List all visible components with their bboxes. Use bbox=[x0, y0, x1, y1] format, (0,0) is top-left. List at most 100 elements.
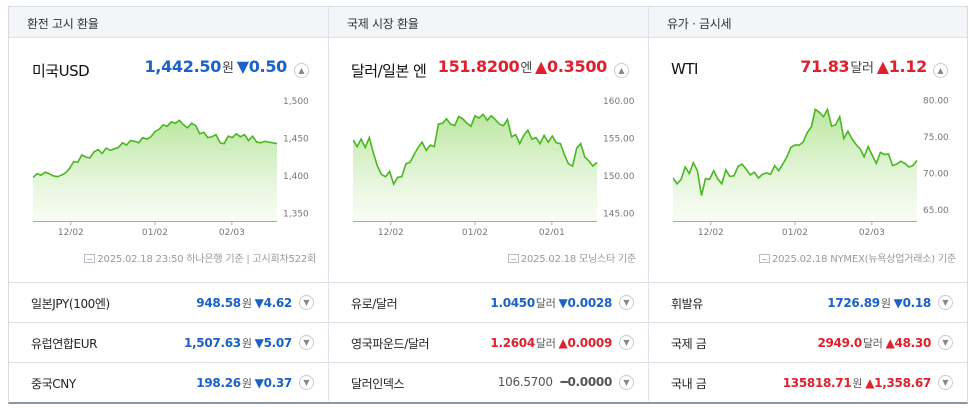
y-tick-label: 1,400 bbox=[283, 172, 309, 182]
area-fill bbox=[353, 114, 597, 221]
change-arrow: ▲ bbox=[535, 57, 548, 76]
row-value: 1,507.63원 ▼5.07 bbox=[183, 336, 292, 350]
x-tick-label: 01/02 bbox=[782, 228, 808, 235]
chevron-down-icon[interactable]: ▼ bbox=[299, 295, 314, 310]
y-tick-label: 65.00 bbox=[923, 206, 949, 216]
row-name: 영국파운드/달러 bbox=[351, 337, 430, 351]
chevron-up-icon[interactable]: ▲ bbox=[294, 63, 309, 78]
y-tick-label: 145.00 bbox=[603, 209, 635, 219]
section-title-oil-gold: 유가 · 금시세 bbox=[667, 17, 732, 31]
list-item-gbp-usd[interactable]: 영국파운드/달러 1.2604달러 ▲0.0009 ▼ bbox=[329, 322, 648, 362]
main-change: 0.3500 bbox=[547, 57, 607, 76]
row-value: 2949.0달러 ▲48.30 bbox=[817, 336, 931, 350]
chart-usd-jpy: 160.00 155.00 150.00 145.00 12/02 01/02 02/01 bbox=[353, 97, 635, 235]
chart-wti: 80.00 75.00 70.00 65.00 12/02 01/02 02/03 bbox=[673, 97, 949, 235]
row-name: 유로/달러 bbox=[351, 297, 398, 311]
main-name-usd[interactable]: 미국USD bbox=[32, 62, 90, 80]
row-name: 달러인덱스 bbox=[351, 377, 405, 391]
row-value: 1.0450달러 ▼0.0028 bbox=[490, 296, 612, 310]
list-item-intl-gold[interactable]: 국제 금 2949.0달러 ▲48.30 ▼ bbox=[649, 322, 967, 362]
row-value: 948.58원 ▼4.62 bbox=[196, 296, 292, 310]
area-fill bbox=[33, 120, 277, 221]
document-icon bbox=[84, 254, 96, 263]
y-tick-label: 150.00 bbox=[603, 172, 635, 182]
y-tick-label: 70.00 bbox=[923, 170, 949, 180]
section-title-international-market: 국제 시장 환율 bbox=[347, 17, 419, 31]
series-line bbox=[353, 113, 598, 187]
list-item-eur[interactable]: 유럽연합EUR 1,507.63원 ▼5.07 ▼ bbox=[9, 322, 328, 362]
source-text: 2025.02.18 23:50 하나은행 기준 | 고시회차522회 bbox=[97, 254, 316, 265]
y-tick-label: 160.00 bbox=[603, 97, 635, 107]
list-item-eur-usd[interactable]: 유로/달러 1.0450달러 ▼0.0028 ▼ bbox=[329, 282, 648, 322]
row-name: 국제 금 bbox=[671, 337, 707, 351]
row-value: 198.26원 ▼0.37 bbox=[196, 376, 292, 390]
change-arrow: ▲ bbox=[876, 57, 889, 76]
list-item-domestic-gold[interactable]: 국내 금 135818.71원 ▲1,358.67 ▼ bbox=[649, 362, 967, 402]
x-tick-label: 02/03 bbox=[219, 228, 245, 235]
main-change: 0.50 bbox=[248, 57, 288, 76]
row-name: 국내 금 bbox=[671, 377, 707, 391]
main-value-wti: 71.83달러 ▲1.12 bbox=[800, 57, 927, 76]
y-tick-label: 80.00 bbox=[923, 97, 949, 107]
chevron-down-icon[interactable]: ▼ bbox=[299, 335, 314, 350]
list-item-dollar-index[interactable]: 달러인덱스 106.5700 ━0.0000 ▼ bbox=[329, 362, 648, 402]
x-tick-label: 12/02 bbox=[58, 228, 84, 235]
y-tick-label: 155.00 bbox=[603, 134, 635, 144]
chevron-down-icon[interactable]: ▼ bbox=[299, 375, 314, 390]
chevron-up-icon[interactable]: ▲ bbox=[614, 63, 629, 78]
series-line bbox=[33, 119, 278, 178]
section-header-bar: 환전 고시 환율 국제 시장 환율 유가 · 금시세 bbox=[9, 7, 967, 38]
main-unit: 엔 bbox=[520, 61, 533, 76]
list-item-cny[interactable]: 중국CNY 198.26원 ▼0.37 ▼ bbox=[9, 362, 328, 402]
main-price: 1,442.50 bbox=[144, 57, 222, 76]
y-tick-label: 1,450 bbox=[283, 134, 309, 144]
row-value: 1.2604달러 ▲0.0009 bbox=[490, 336, 612, 350]
main-price: 71.83 bbox=[800, 57, 850, 76]
column-divider bbox=[328, 7, 329, 401]
main-unit: 원 bbox=[222, 61, 234, 76]
document-icon bbox=[507, 254, 519, 263]
source-text: 2025.02.18 모닝스타 기준 bbox=[520, 254, 636, 265]
main-name-usd-jpy[interactable]: 달러/일본 엔 bbox=[351, 62, 427, 80]
x-tick-label: 12/02 bbox=[698, 228, 724, 235]
source-info: 2025.02.18 NYMEX(뉴욕상업거래소) 기준 bbox=[758, 250, 956, 265]
row-name: 중국CNY bbox=[31, 377, 76, 391]
row-name: 휘발유 bbox=[671, 297, 703, 311]
panel-usd-jpy: 달러/일본 엔 151.8200엔 ▲0.3500 ▲ 160.00 155.00 1… bbox=[329, 39, 648, 282]
source-info: 2025.02.18 모닝스타 기준 bbox=[507, 250, 636, 265]
exchange-rate-widget: 환전 고시 환율 국제 시장 환율 유가 · 금시세 미국USD 1,442.5… bbox=[8, 6, 968, 404]
row-value: 106.5700 ━0.0000 bbox=[497, 375, 612, 389]
main-value-usd-jpy: 151.8200엔 ▲0.3500 bbox=[437, 57, 608, 76]
document-icon bbox=[758, 254, 770, 263]
chevron-down-icon[interactable]: ▼ bbox=[619, 375, 634, 390]
main-name-wti[interactable]: WTI bbox=[671, 60, 698, 78]
chevron-down-icon[interactable]: ▼ bbox=[619, 295, 634, 310]
list-item-gasoline[interactable]: 휘발유 1726.89원 ▼0.18 ▼ bbox=[649, 282, 967, 322]
source-info: 2025.02.18 23:50 하나은행 기준 | 고시회차522회 bbox=[84, 250, 316, 265]
main-change: 1.12 bbox=[888, 57, 928, 76]
section-title-exchange-notice: 환전 고시 환율 bbox=[27, 17, 99, 31]
row-value: 135818.71원 ▲1,358.67 bbox=[782, 376, 932, 390]
chevron-down-icon[interactable]: ▼ bbox=[938, 375, 953, 390]
main-price: 151.8200 bbox=[437, 57, 520, 76]
x-tick-label: 01/02 bbox=[142, 228, 168, 235]
y-tick-label: 1,500 bbox=[283, 97, 309, 107]
list-item-jpy[interactable]: 일본JPY(100엔) 948.58원 ▼4.62 ▼ bbox=[9, 282, 328, 322]
row-value: 1726.89원 ▼0.18 bbox=[827, 296, 931, 310]
column-divider bbox=[648, 7, 649, 401]
panel-usd: 미국USD 1,442.50원 ▼0.50 ▲ 1,500 1,450 1,400 1,… bbox=[9, 39, 328, 282]
main-value-usd: 1,442.50원 ▼0.50 bbox=[144, 57, 287, 76]
chart-usd: 1,500 1,450 1,400 1,350 12/02 01/02 02/03 bbox=[33, 97, 309, 235]
change-arrow: ▼ bbox=[236, 57, 249, 76]
chevron-down-icon[interactable]: ▼ bbox=[938, 295, 953, 310]
chevron-up-icon[interactable]: ▲ bbox=[933, 63, 948, 78]
panel-wti: WTI 71.83달러 ▲1.12 ▲ 80.00 75.00 70.00 65.00 1… bbox=[649, 39, 967, 282]
series-line bbox=[673, 107, 918, 196]
x-tick-label: 02/01 bbox=[539, 228, 565, 235]
y-tick-label: 75.00 bbox=[923, 133, 949, 143]
chevron-down-icon[interactable]: ▼ bbox=[938, 335, 953, 350]
source-text: 2025.02.18 NYMEX(뉴욕상업거래소) 기준 bbox=[771, 254, 956, 265]
chevron-down-icon[interactable]: ▼ bbox=[619, 335, 634, 350]
x-tick-label: 02/03 bbox=[859, 228, 885, 235]
x-tick-label: 12/02 bbox=[378, 228, 404, 235]
